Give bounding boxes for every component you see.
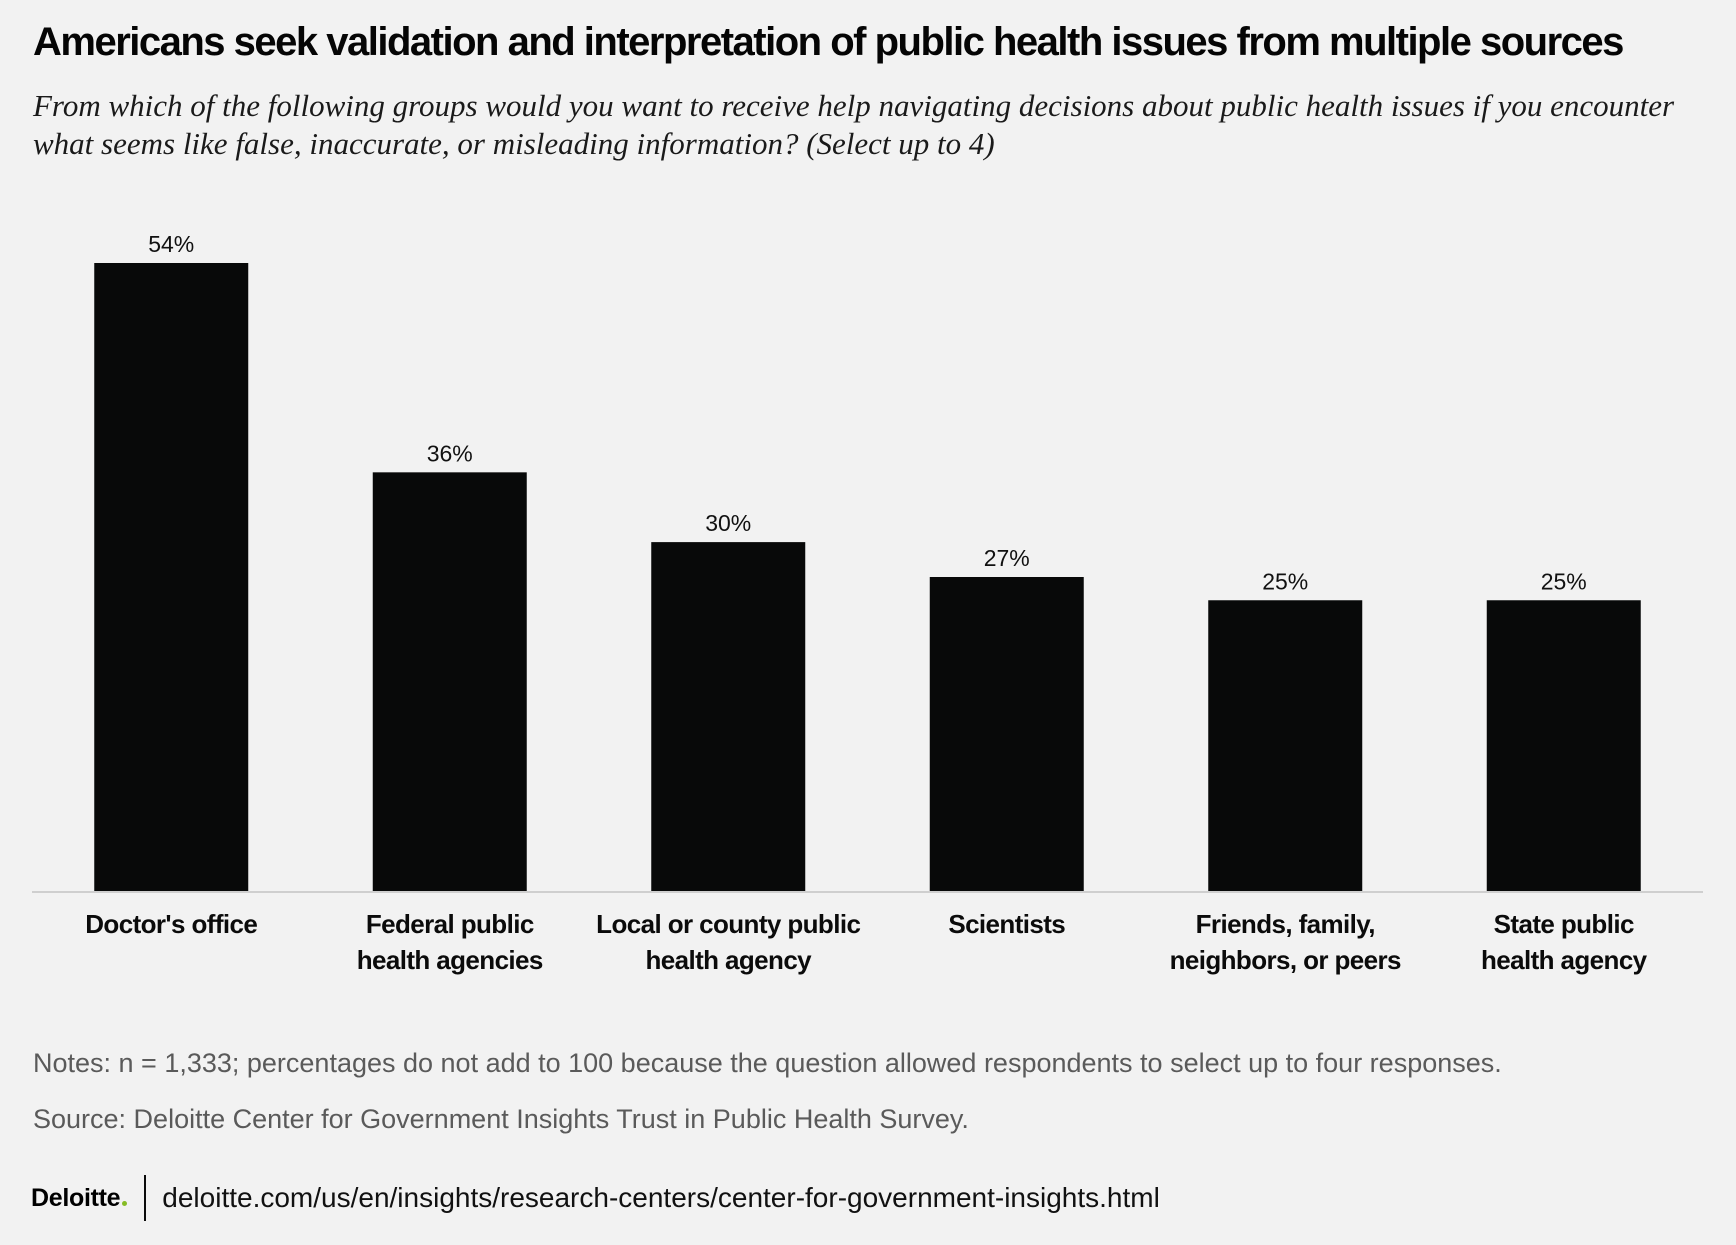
category-label: health agency	[1481, 945, 1648, 975]
chart-subtitle: From which of the following groups would…	[33, 88, 1675, 161]
source-text: Source: Deloitte Center for Government I…	[33, 1104, 969, 1134]
category-label: health agencies	[357, 945, 543, 975]
category-label: State public	[1494, 909, 1634, 939]
value-label: 27%	[984, 545, 1030, 571]
bar	[929, 577, 1084, 891]
divider	[144, 1175, 147, 1221]
chart-title: Americans seek validation and interpreta…	[33, 20, 1624, 64]
category-label: Local or county public	[596, 909, 860, 939]
category-label: Scientists	[948, 909, 1065, 939]
bar	[94, 263, 249, 891]
category-label: Friends, family,	[1196, 909, 1375, 939]
value-label: 30%	[705, 510, 751, 536]
logo-dot	[122, 1200, 128, 1206]
bar	[1486, 600, 1641, 891]
bar	[651, 542, 806, 891]
bar-chart: 54% Doctor's office 36% Federal public healt…	[32, 231, 1703, 975]
category-label: health agency	[645, 945, 812, 975]
category-label: Federal public	[366, 909, 534, 939]
value-label: 54%	[148, 231, 194, 257]
value-label: 36%	[427, 440, 473, 466]
bar	[1208, 600, 1363, 891]
brand-row: Deloitte deloitte.com/us/en/insights/res…	[31, 1173, 1160, 1223]
notes-text: Notes: n = 1,333; percentages do not add…	[33, 1048, 1502, 1078]
value-label: 25%	[1541, 568, 1587, 594]
bar	[372, 472, 527, 891]
value-label: 25%	[1262, 568, 1308, 594]
deloitte-url-link[interactable]: deloitte.com/us/en/insights/research-cen…	[162, 1182, 1160, 1213]
logo-text: Deloitte	[31, 1183, 121, 1212]
category-label: Doctor's office	[85, 909, 257, 939]
category-label: neighbors, or peers	[1170, 945, 1401, 975]
deloitte-logo: Deloitte	[31, 1183, 128, 1213]
